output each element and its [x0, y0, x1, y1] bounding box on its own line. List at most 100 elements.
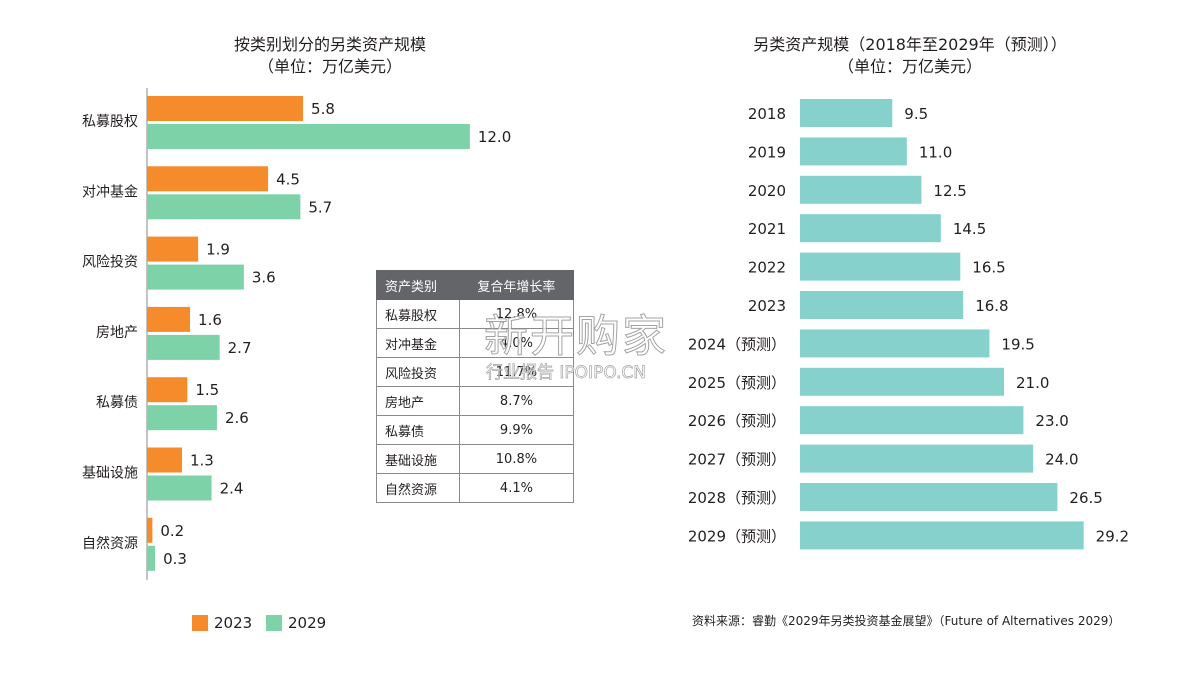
- table-row: 对冲基金 4.0%: [376, 328, 575, 358]
- bar: [800, 483, 1058, 511]
- bar: [800, 175, 922, 204]
- year-label: 2026（预测）: [688, 412, 786, 430]
- year-label: 2018: [748, 105, 786, 123]
- table-cell-category: 基础设施: [376, 444, 460, 474]
- bar: [800, 291, 964, 319]
- year-label: 2027（预测）: [688, 451, 786, 469]
- data-label-2023: 1.3: [190, 452, 214, 470]
- bar-2029: [147, 264, 244, 290]
- bar-2029: [147, 545, 156, 571]
- table-header-row: 资产类别 复合年增长率: [376, 270, 575, 300]
- table-header-cagr: 复合年增长率: [458, 270, 575, 300]
- data-label-2023: 1.5: [195, 381, 219, 399]
- table-header-category: 资产类别: [376, 270, 460, 300]
- bar-2023: [147, 377, 188, 403]
- legend-label-2029: 2029: [288, 614, 327, 632]
- bar-2029: [147, 334, 220, 360]
- year-label: 2028（预测）: [688, 489, 786, 507]
- table-row: 自然资源 4.1%: [376, 473, 575, 503]
- bar-2023: [147, 236, 199, 262]
- bar-2029: [147, 194, 301, 220]
- legend-2023: 2023: [192, 614, 252, 632]
- data-label-2029: 3.6: [252, 269, 276, 287]
- data-label-2029: 2.6: [225, 409, 249, 427]
- bar-2023: [147, 166, 269, 192]
- data-label-2029: 5.7: [308, 198, 332, 216]
- bar-2023: [147, 96, 304, 121]
- table-cell-cagr: 11.7%: [458, 357, 575, 387]
- bar-2029: [147, 475, 212, 501]
- category-label: 私募股权: [82, 114, 138, 130]
- data-label: 12.5: [933, 182, 966, 200]
- data-label-2023: 1.9: [206, 241, 230, 259]
- data-label: 29.2: [1096, 527, 1129, 545]
- table-row: 房地产 8.7%: [376, 386, 575, 416]
- table-cell-cagr: 8.7%: [458, 386, 575, 416]
- right-title-line: 另类资产规模（2018年至2029年（预测））: [753, 35, 1067, 54]
- table-cell-category: 私募债: [376, 415, 460, 445]
- data-label-2029: 12.0: [478, 128, 511, 146]
- data-label: 21.0: [1016, 374, 1049, 392]
- data-label: 9.5: [904, 105, 928, 123]
- legend-2029: 2029: [266, 614, 326, 632]
- watermark-logo: 新开购家: [484, 311, 668, 363]
- category-label: 风险投资: [82, 255, 138, 271]
- table-cell-category: 风险投资: [376, 357, 460, 387]
- bar-2029: [147, 124, 470, 149]
- legend-swatch-2023: [192, 615, 208, 631]
- watermark-text: 行业报告 IPOIPO.CN: [486, 363, 647, 384]
- data-label-2029: 2.4: [220, 480, 244, 498]
- data-label-2023: 0.2: [160, 522, 184, 540]
- left-subtitle-line: （单位：万亿美元）: [257, 57, 402, 76]
- left-chart-title: 按类别划分的另类资产规模 （单位：万亿美元）: [150, 34, 510, 78]
- data-label: 16.5: [972, 259, 1005, 277]
- bar: [800, 329, 990, 358]
- table-cell-cagr: 4.1%: [458, 473, 575, 503]
- data-label: 23.0: [1035, 412, 1068, 430]
- table-cell-category: 自然资源: [376, 473, 460, 503]
- year-label: 2029（预测）: [688, 527, 786, 545]
- data-label: 16.8: [975, 297, 1008, 315]
- bar: [800, 521, 1084, 550]
- cagr-table: 资产类别 复合年增长率 私募股权 12.8% 对冲基金 4.0% 风险投资 11.7%…: [376, 270, 575, 503]
- bar: [800, 99, 893, 127]
- left-title-line: 按类别划分的另类资产规模: [233, 35, 426, 54]
- legend-swatch-2029: [266, 615, 282, 631]
- year-label: 2025（预测）: [688, 374, 786, 392]
- bar: [800, 367, 1004, 396]
- table-row: 基础设施 10.8%: [376, 444, 575, 474]
- year-label: 2024（预测）: [688, 335, 786, 353]
- data-label-2029: 0.3: [163, 550, 187, 568]
- right-chart-title: 另类资产规模（2018年至2029年（预测）） （单位：万亿美元）: [700, 34, 1120, 78]
- year-label: 2021: [748, 220, 786, 238]
- table-row: 私募债 9.9%: [376, 415, 575, 445]
- bar: [800, 214, 941, 243]
- year-label: 2023: [748, 297, 786, 315]
- bar-2023: [147, 306, 191, 332]
- bar-2023: [147, 447, 182, 473]
- year-label: 2022: [748, 259, 786, 277]
- table-cell-category: 对冲基金: [376, 328, 460, 358]
- source-note: 资料来源：睿勤《2029年另类投资基金展望》（Future of Alterna…: [692, 614, 1121, 628]
- bar: [800, 406, 1024, 435]
- table-cell-category: 私募股权: [376, 299, 460, 329]
- bar-2029: [147, 405, 217, 431]
- data-label: 11.0: [919, 143, 952, 161]
- category-label: 房地产: [96, 325, 138, 341]
- data-label: 24.0: [1045, 451, 1078, 469]
- year-label: 2019: [748, 143, 786, 161]
- year-label: 2020: [748, 182, 786, 200]
- data-label-2029: 2.7: [228, 339, 252, 357]
- data-label: 26.5: [1069, 489, 1102, 507]
- right-subtitle-line: （单位：万亿美元）: [837, 57, 982, 76]
- bar-2023: [147, 517, 153, 543]
- table-row: 风险投资 11.7%: [376, 357, 575, 387]
- category-label: 自然资源: [82, 535, 138, 552]
- data-label: 14.5: [953, 220, 986, 238]
- data-label: 19.5: [1001, 335, 1034, 353]
- bar: [800, 137, 907, 166]
- data-label-2023: 1.6: [198, 311, 222, 329]
- category-label: 基础设施: [82, 465, 138, 482]
